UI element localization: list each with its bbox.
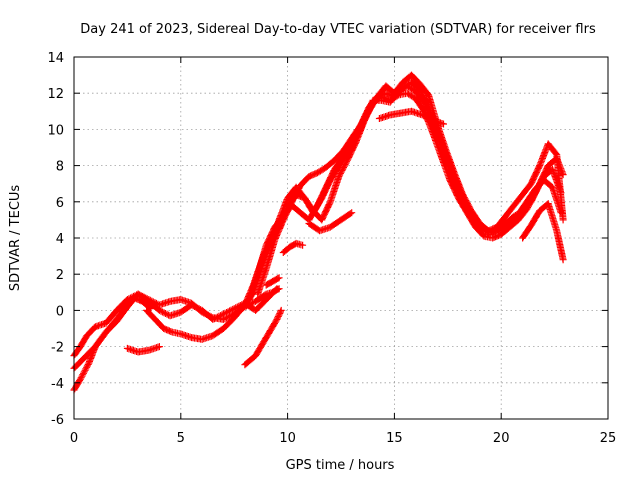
series-arc-11 xyxy=(279,239,307,256)
x-axis-ticks: 0 5 10 15 20 25 xyxy=(70,57,616,446)
y-tick-label: -6 xyxy=(51,413,64,428)
x-tick-label: 25 xyxy=(600,431,617,446)
y-tick-label: 6 xyxy=(56,196,64,211)
x-tick-label: 15 xyxy=(386,431,403,446)
series-arc-7 xyxy=(254,71,567,298)
y-tick-label: 4 xyxy=(56,232,64,247)
y-tick-label: 10 xyxy=(47,123,64,138)
y-axis-label: SDTVAR / TECUs xyxy=(8,185,23,292)
x-tick-label: 5 xyxy=(177,431,185,446)
y-tick-label: 8 xyxy=(56,160,64,175)
y-tick-label: -4 xyxy=(51,377,64,392)
y-tick-label: -2 xyxy=(51,341,64,356)
series-marks xyxy=(254,71,567,298)
series-arc-8 xyxy=(123,343,163,356)
series-marks xyxy=(279,239,307,256)
series-arc-12 xyxy=(305,209,356,235)
y-tick-label: 2 xyxy=(56,268,64,283)
series-marks xyxy=(305,209,356,235)
data-points xyxy=(70,71,567,394)
y-tick-label: 14 xyxy=(47,51,64,66)
x-tick-label: 10 xyxy=(279,431,296,446)
series-arc-13 xyxy=(375,107,447,128)
chart-title: Day 241 of 2023, Sidereal Day-to-day VTE… xyxy=(80,22,596,37)
series-marks xyxy=(123,343,163,356)
x-axis-label: GPS time / hours xyxy=(286,458,395,473)
y-tick-label: 0 xyxy=(56,304,64,319)
grid-lines xyxy=(74,57,608,419)
series-arc-14 xyxy=(519,200,567,264)
series-arc-9 xyxy=(241,306,285,369)
x-tick-label: 0 xyxy=(70,431,78,446)
series-marks xyxy=(241,306,285,369)
series-marks xyxy=(519,200,567,264)
y-tick-label: 12 xyxy=(47,87,64,102)
x-tick-label: 20 xyxy=(493,431,510,446)
y-axis-ticks: -6 -4 -2 0 2 4 6 8 10 12 14 xyxy=(47,51,608,428)
series-marks xyxy=(262,274,283,289)
series-arc-10 xyxy=(262,274,283,289)
series-marks xyxy=(375,107,447,128)
